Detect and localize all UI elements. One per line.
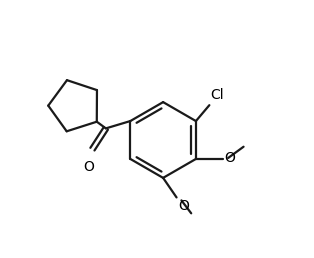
Text: O: O bbox=[178, 199, 189, 213]
Text: Cl: Cl bbox=[211, 88, 224, 102]
Text: O: O bbox=[83, 160, 94, 174]
Text: O: O bbox=[224, 151, 235, 165]
